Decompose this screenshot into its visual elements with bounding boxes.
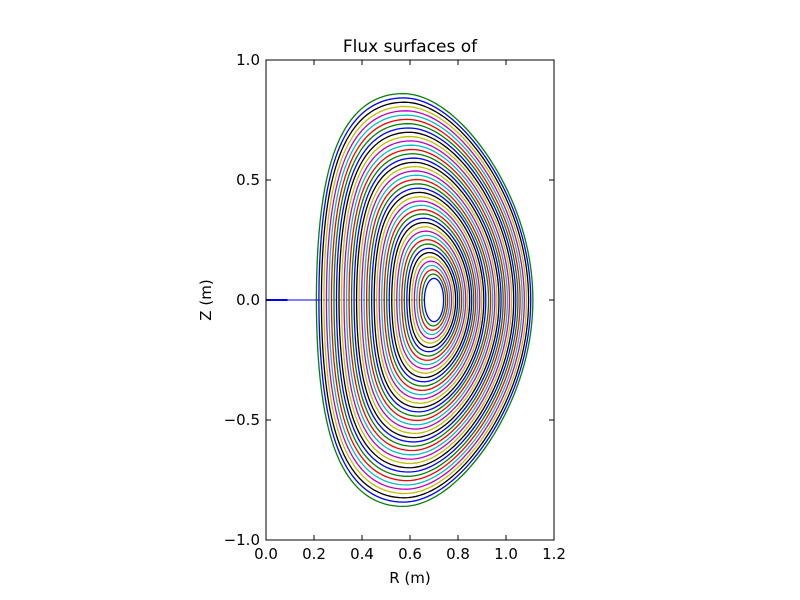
flux-surface-contour <box>328 114 523 486</box>
flux-surface-contour <box>408 251 457 349</box>
x-tick-label: 0.2 <box>302 545 326 563</box>
x-tick-label: 1.0 <box>494 545 518 563</box>
flux-surface-contour <box>353 157 502 443</box>
flux-surface-contour <box>401 239 463 361</box>
flux-surface-contour <box>421 273 447 327</box>
plot-frame <box>265 59 555 541</box>
flux-surface-contour <box>340 135 513 465</box>
x-tick-label: 0.0 <box>254 545 278 563</box>
flux-surface-contour <box>373 191 485 409</box>
flux-surface-contour <box>320 101 530 499</box>
x-tick-label: 1.2 <box>542 545 566 563</box>
axis-ticks: 0.0 0.2 0.4 0.6 0.8 1.0 1.2 1.0 0.5 0.0 −0.5 −1.0 <box>224 51 566 563</box>
flux-surface-contour <box>325 110 525 490</box>
flux-surface-contour <box>388 217 473 383</box>
flux-surface-contour <box>381 204 479 396</box>
y-tick-label: −1.0 <box>224 531 260 549</box>
x-tick-label: 0.8 <box>446 545 470 563</box>
flux-surface-contour <box>360 170 496 430</box>
flux-surface-contour <box>386 213 475 387</box>
flux-surface-contour <box>348 148 506 452</box>
x-tick-label: 0.4 <box>350 545 374 563</box>
y-tick-label: 0.5 <box>236 171 260 189</box>
flux-surface-contour <box>333 123 519 477</box>
flux-surface-contour <box>413 260 453 340</box>
chart-title: Flux surfaces of <box>343 37 478 57</box>
flux-surface-contour <box>423 277 445 323</box>
y-tick-label: 0.0 <box>236 291 260 309</box>
y-tick-label: 1.0 <box>236 51 260 69</box>
y-tick-label: −0.5 <box>224 411 260 429</box>
flux-surface-contour <box>365 178 492 422</box>
x-axis-label: R (m) <box>389 569 431 587</box>
y-axis-label: Z (m) <box>197 279 215 320</box>
flux-surface-contour <box>368 183 490 417</box>
flux-surface-contour <box>393 226 469 374</box>
flux-surface-contour <box>345 144 509 456</box>
flux-surface-contour <box>416 264 451 336</box>
x-tick-label: 0.6 <box>398 545 422 563</box>
